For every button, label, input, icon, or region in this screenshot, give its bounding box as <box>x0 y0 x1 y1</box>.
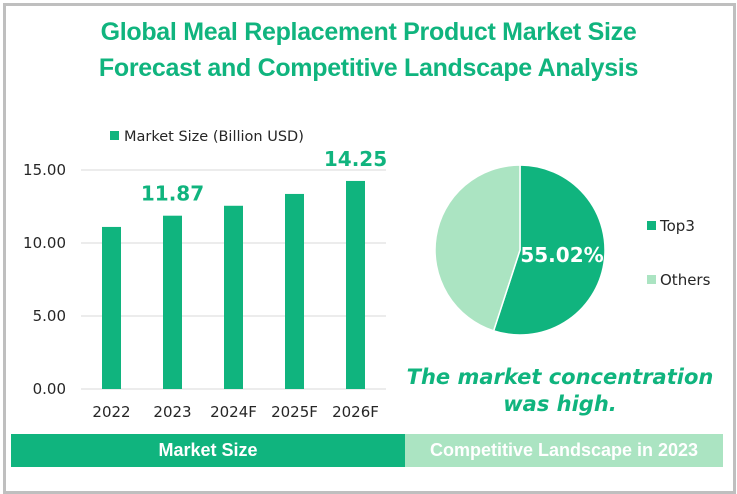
figure-title: Global Meal Replacement Product Market S… <box>0 14 737 86</box>
footer-market-size: Market Size <box>11 434 405 467</box>
footer-bar: Market Size Competitive Landscape in 202… <box>11 434 723 467</box>
figure-frame <box>3 3 736 494</box>
bar-2026F <box>346 180 365 389</box>
y-tick-label: 10.00 <box>23 234 66 252</box>
data-label: 14.25 <box>324 147 387 171</box>
conclusion-line-2: was high. <box>503 392 617 416</box>
title-line-2: Forecast and Competitive Landscape Analy… <box>98 54 639 82</box>
data-label: 11.87 <box>141 182 204 206</box>
bar-2025F <box>285 193 304 389</box>
conclusion-line-1: The market concentration <box>406 365 714 389</box>
bar-legend-label: Market Size (Billion USD) <box>124 129 304 145</box>
bar-legend-swatch <box>110 131 119 140</box>
bar-2023 <box>163 215 182 389</box>
conclusion-text: The market concentration was high. <box>395 364 725 418</box>
x-tick-label: 2025F <box>271 403 318 421</box>
y-tick-label: 15.00 <box>23 161 66 179</box>
y-tick-label: 0.00 <box>33 380 66 398</box>
y-tick-label: 5.00 <box>33 307 66 325</box>
x-tick-label: 2022 <box>92 403 130 421</box>
title-line-1: Global Meal Replacement Product Market S… <box>100 18 637 46</box>
x-tick-label: 2023 <box>153 403 191 421</box>
x-tick-label: 2026F <box>332 403 379 421</box>
footer-competitive-landscape: Competitive Landscape in 2023 <box>405 434 723 467</box>
x-tick-label: 2024F <box>210 403 257 421</box>
bar-2022 <box>102 226 121 389</box>
bar-2024F <box>224 205 243 389</box>
